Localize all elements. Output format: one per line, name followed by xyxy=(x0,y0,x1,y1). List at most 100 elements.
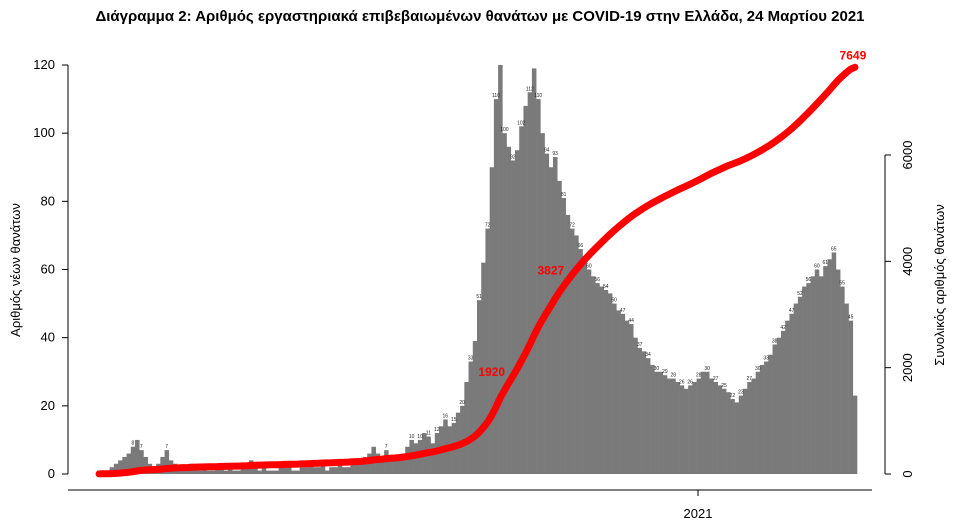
bar xyxy=(565,214,571,474)
bar xyxy=(637,347,642,474)
bar xyxy=(493,99,499,474)
bar-value-label: 34 xyxy=(645,352,651,358)
bar xyxy=(320,463,326,474)
bar-value-label: 112 xyxy=(526,86,534,92)
bar xyxy=(578,249,583,474)
bar xyxy=(531,68,537,474)
bar-value-label: 60 xyxy=(586,264,592,270)
bar-value-label: 27 xyxy=(713,376,719,382)
bar xyxy=(654,371,659,474)
bar xyxy=(743,388,748,474)
bar xyxy=(337,463,343,474)
bar xyxy=(802,286,807,474)
bar xyxy=(675,381,680,474)
bar xyxy=(772,344,778,474)
bar-value-label: 93 xyxy=(552,151,558,157)
bar xyxy=(717,385,723,474)
bar xyxy=(240,467,246,474)
bar-value-label: 23 xyxy=(738,390,744,396)
bar-value-label: 94 xyxy=(544,148,550,154)
bar-value-label: 7 xyxy=(165,444,168,450)
bar xyxy=(510,160,516,474)
bar xyxy=(392,460,398,474)
bar-value-label: 33 xyxy=(468,356,474,362)
cumulative-point-label: 7649 xyxy=(840,48,867,62)
bar xyxy=(308,463,313,474)
bar xyxy=(358,463,364,474)
bar-value-label: 10 xyxy=(409,434,415,440)
bar xyxy=(709,378,714,474)
bar xyxy=(303,467,309,474)
bar xyxy=(211,470,216,474)
bar xyxy=(325,470,330,474)
bar xyxy=(548,167,554,474)
bar xyxy=(202,467,208,474)
bar-value-label: 66 xyxy=(578,243,584,249)
bar xyxy=(844,303,849,474)
bar xyxy=(291,470,296,474)
x-axis-tick-label: 2021 xyxy=(684,506,713,521)
cumulative-deaths-line xyxy=(95,63,859,478)
bar xyxy=(671,378,676,474)
bar-value-label: 56 xyxy=(806,277,812,283)
bar xyxy=(265,470,271,474)
bar xyxy=(405,446,410,474)
bar xyxy=(561,197,566,475)
y-axis-left-tick-label: 0 xyxy=(48,466,55,481)
bar xyxy=(282,463,288,474)
bar xyxy=(515,150,520,474)
bar xyxy=(287,467,292,474)
bar xyxy=(354,463,360,474)
bar xyxy=(506,146,512,475)
bar xyxy=(852,395,858,474)
bar-value-label: 28 xyxy=(696,373,702,379)
bar xyxy=(341,467,347,474)
bar xyxy=(738,395,744,474)
bar-value-label: 52 xyxy=(797,291,803,297)
bar xyxy=(489,167,495,474)
bar xyxy=(814,269,820,474)
bar xyxy=(261,467,267,474)
bar xyxy=(797,296,803,474)
bar xyxy=(574,235,579,474)
bar xyxy=(498,65,503,474)
bar-value-label: 37 xyxy=(637,342,643,348)
bar xyxy=(726,392,731,474)
bar xyxy=(768,354,773,474)
bar xyxy=(118,460,123,474)
bar-value-label: 33 xyxy=(763,356,769,362)
bar xyxy=(591,276,596,474)
bar-value-label: 29 xyxy=(662,369,668,375)
bar xyxy=(755,371,761,474)
bar xyxy=(468,361,474,474)
bar-value-label: 11 xyxy=(426,431,431,437)
bar xyxy=(624,320,630,475)
bar xyxy=(130,446,136,474)
bar xyxy=(401,453,406,474)
bar xyxy=(603,289,609,474)
bar xyxy=(629,324,634,474)
bar xyxy=(734,402,740,474)
bar xyxy=(553,157,558,474)
bar xyxy=(232,470,237,474)
bar xyxy=(430,443,436,474)
bar xyxy=(536,99,541,474)
bar-value-label: 12 xyxy=(434,427,440,433)
chart-title: Διάγραμμα 2: Αριθμός εργαστηριακά επιβεβ… xyxy=(95,8,865,25)
bar-value-label: 55 xyxy=(839,281,845,287)
bar xyxy=(658,371,664,474)
cumulative-point-label: 1920 xyxy=(478,365,505,379)
bar xyxy=(599,286,604,474)
bar xyxy=(540,133,545,475)
bar-value-label: 72 xyxy=(485,223,491,229)
bar xyxy=(586,269,592,474)
bar xyxy=(848,320,854,475)
bar xyxy=(198,470,203,474)
bar-value-label: 28 xyxy=(671,373,677,379)
bar xyxy=(827,259,832,474)
bar-value-label: 8 xyxy=(132,441,135,447)
y-axis-left-tick-label: 80 xyxy=(41,193,55,208)
bar xyxy=(312,467,317,474)
